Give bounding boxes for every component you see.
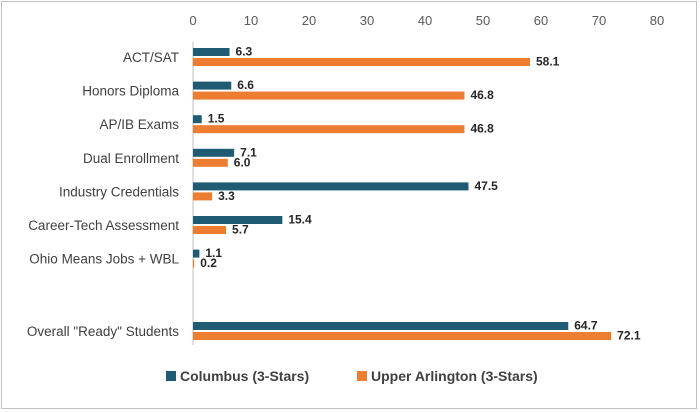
columbus-bar: [193, 81, 232, 90]
category-label: Overall "Ready" Students: [27, 324, 179, 339]
x-tick-label: 30: [360, 13, 374, 28]
columbus-bar: [193, 148, 235, 157]
bar-value-label: 7.1: [240, 145, 257, 159]
bar-value-label: 72.1: [617, 329, 641, 343]
bar-value-label: 47.5: [475, 179, 499, 193]
upper-arlington-bar: [193, 192, 213, 201]
x-tick-label: 40: [418, 13, 432, 28]
bar-value-label: 1.5: [208, 112, 225, 126]
category-label: Career-Tech Assessment: [28, 218, 179, 233]
bar-value-label: 64.7: [574, 319, 598, 333]
category-label: Honors Diploma: [82, 84, 179, 99]
bar-value-label: 58.1: [536, 55, 560, 69]
x-tick-label: 0: [189, 13, 196, 28]
bar-value-label: 3.3: [218, 189, 235, 203]
legend-swatch-columbus: [166, 371, 176, 381]
columbus-bar: [193, 322, 569, 330]
x-tick-label: 20: [302, 13, 316, 28]
bar-value-label: 1.1: [205, 246, 222, 260]
upper-arlington-bar: [193, 259, 195, 268]
category-label: Industry Credentials: [59, 184, 179, 199]
legend-label: Upper Arlington (3-Stars): [371, 368, 538, 384]
bar-value-label: 46.8: [470, 88, 494, 102]
upper-arlington-bar: [193, 158, 228, 167]
x-tick-label: 70: [592, 13, 606, 28]
bar-value-label: 0.2: [200, 256, 217, 270]
bar-value-label: 5.7: [232, 223, 249, 237]
columbus-bar: [193, 216, 283, 224]
columbus-bar: [193, 48, 230, 56]
upper-arlington-bar: [193, 91, 465, 100]
upper-arlington-bar: [193, 332, 612, 340]
bar-value-label: 46.8: [470, 122, 494, 136]
bar-value-label: 6.3: [236, 45, 253, 59]
category-label: Dual Enrollment: [83, 151, 179, 166]
x-tick-label: 60: [534, 13, 548, 28]
x-tick-label: 10: [244, 13, 258, 28]
columbus-bar: [193, 249, 200, 258]
bar-value-label: 6.0: [234, 155, 251, 169]
columbus-bar: [193, 182, 469, 191]
category-label: AP/IB Exams: [99, 117, 179, 132]
upper-arlington-bar: [193, 58, 530, 66]
legend-swatch-upper-arlington: [357, 371, 367, 381]
category-label: ACT/SAT: [123, 50, 179, 65]
category-label: Ohio Means Jobs + WBL: [29, 252, 179, 267]
x-tick-label: 50: [476, 13, 490, 28]
x-tick-label: 80: [650, 13, 664, 28]
columbus-bar: [193, 115, 202, 124]
bar-value-label: 15.4: [288, 213, 312, 227]
upper-arlington-bar: [193, 125, 465, 134]
bar-value-label: 6.6: [237, 78, 254, 92]
legend-label: Columbus (3-Stars): [180, 368, 309, 384]
upper-arlington-bar: [193, 226, 227, 234]
